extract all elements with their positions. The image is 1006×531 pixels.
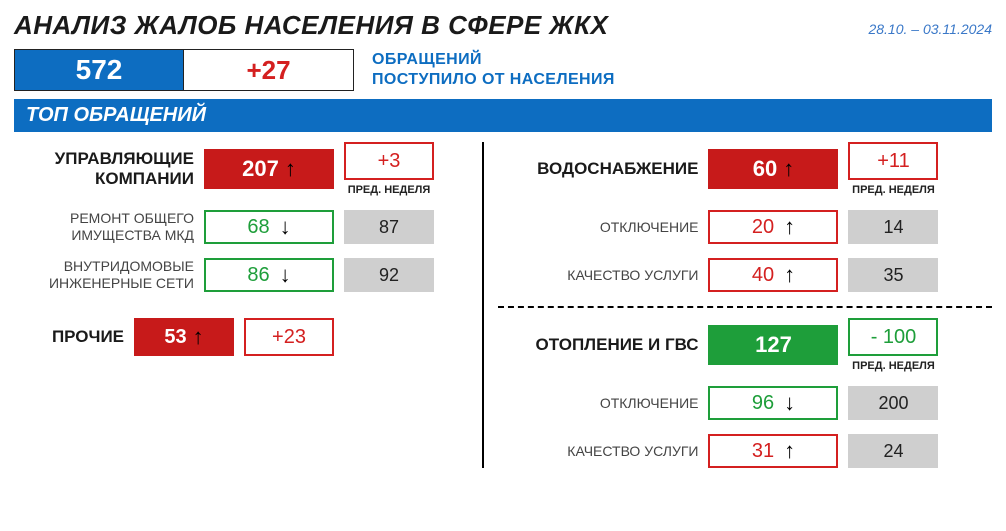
mgmt-total-value: 207 (242, 156, 279, 182)
other-delta-box: +23 (244, 318, 334, 356)
heat-label: ОТОПЛЕНИЕ И ГВС (498, 335, 698, 355)
heat-sub2-prev-box: 24 (848, 434, 938, 468)
up-arrow-icon: ↑ (784, 438, 795, 464)
mgmt-total-box: 207 ↑ (204, 149, 334, 189)
up-arrow-icon: ↑ (784, 262, 795, 288)
down-arrow-icon: ↓ (280, 262, 291, 288)
down-arrow-icon: ↓ (280, 214, 291, 240)
mgmt-sub1-prev-box: 87 (344, 210, 434, 244)
up-arrow-icon: ↑ (193, 324, 204, 350)
page-title: АНАЛИЗ ЖАЛОБ НАСЕЛЕНИЯ В СФЕРЕ ЖКХ (14, 10, 608, 41)
prev-week-label: ПРЕД. НЕДЕЛЯ (848, 184, 938, 196)
mgmt-label: УПРАВЛЯЮЩИЕКОМПАНИИ (14, 149, 194, 188)
summary-line-1: ОБРАЩЕНИЙ (372, 51, 615, 69)
water-total-box: 60 ↑ (708, 149, 838, 189)
up-arrow-icon: ↑ (783, 156, 794, 182)
up-arrow-icon: ↑ (285, 156, 296, 182)
mgmt-sub1-value-box: 68 ↓ (204, 210, 334, 244)
heat-sub2-label: КАЧЕСТВО УСЛУГИ (498, 443, 698, 460)
mgmt-sub1-label: РЕМОНТ ОБЩЕГОИМУЩЕСТВА МКД (14, 210, 194, 244)
heat-sub2-value-box: 31 ↑ (708, 434, 838, 468)
heat-sub1-label: ОТКЛЮЧЕНИЕ (498, 395, 698, 412)
heat-total-box: 127 (708, 325, 838, 365)
water-sub1-prev-box: 14 (848, 210, 938, 244)
water-sub1-label: ОТКЛЮЧЕНИЕ (498, 219, 698, 236)
heat-sub1-prev-box: 200 (848, 386, 938, 420)
water-sub2-prev-box: 35 (848, 258, 938, 292)
total-complaints-box: 572 (14, 49, 184, 91)
other-label: ПРОЧИЕ (14, 327, 124, 347)
summary-line-2: ПОСТУПИЛО ОТ НАСЕЛЕНИЯ (372, 71, 615, 89)
total-delta-box: +27 (184, 49, 354, 91)
mgmt-sub2-prev-box: 92 (344, 258, 434, 292)
mgmt-sub2-label: ВНУТРИДОМОВЫЕИНЖЕНЕРНЫЕ СЕТИ (14, 258, 194, 292)
water-sub1-value-box: 20 ↑ (708, 210, 838, 244)
heat-sub1-value-box: 96 ↓ (708, 386, 838, 420)
other-total-box: 53 ↑ (134, 318, 234, 356)
up-arrow-icon: ↑ (784, 214, 795, 240)
water-sub2-label: КАЧЕСТВО УСЛУГИ (498, 267, 698, 284)
date-range: 28.10. – 03.11.2024 (868, 21, 992, 37)
prev-week-label: ПРЕД. НЕДЕЛЯ (344, 184, 434, 196)
mgmt-sub2-value-box: 86 ↓ (204, 258, 334, 292)
dashed-divider (498, 306, 992, 308)
heat-delta-box: - 100 (848, 318, 938, 356)
water-label: ВОДОСНАБЖЕНИЕ (498, 159, 698, 179)
section-bar: ТОП ОБРАЩЕНИЙ (14, 99, 992, 132)
water-sub2-value-box: 40 ↑ (708, 258, 838, 292)
prev-week-label: ПРЕД. НЕДЕЛЯ (848, 360, 938, 372)
down-arrow-icon: ↓ (784, 390, 795, 416)
mgmt-delta-box: +3 (344, 142, 434, 180)
water-delta-box: +11 (848, 142, 938, 180)
